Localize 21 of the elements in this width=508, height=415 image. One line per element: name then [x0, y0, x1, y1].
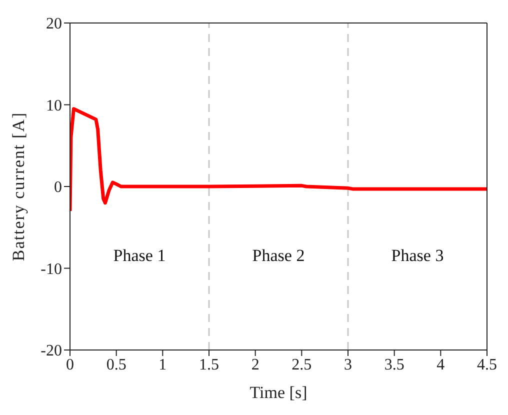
x-tick-label: 1.5 — [199, 356, 219, 374]
x-tick-label: 3 — [344, 356, 352, 374]
y-tick-label: -20 — [40, 342, 62, 360]
x-tick-label: 2.5 — [292, 356, 312, 374]
x-axis-title: Time [s] — [250, 383, 308, 402]
x-tick-label: 2 — [251, 356, 260, 374]
annotation: Phase 3 — [391, 246, 444, 266]
line-series — [70, 107, 487, 213]
y-tick-label: 10 — [46, 97, 62, 114]
annotation: Phase 1 — [113, 246, 166, 266]
x-tick-label: 0.5 — [106, 356, 126, 374]
x-tick-label: 1 — [158, 356, 167, 374]
x-tick-label: 4 — [436, 356, 445, 374]
x-tick-label: 0 — [66, 356, 74, 374]
x-tick-label: 3.5 — [384, 356, 404, 374]
annotation: Phase 2 — [252, 246, 305, 266]
y-tick-label: 20 — [46, 16, 62, 33]
y-tick-label: 0 — [54, 179, 62, 196]
x-tick-label: 4.5 — [477, 356, 497, 374]
y-tick-label: -10 — [40, 260, 62, 278]
y-axis-title: Battery current [A] — [9, 112, 28, 262]
